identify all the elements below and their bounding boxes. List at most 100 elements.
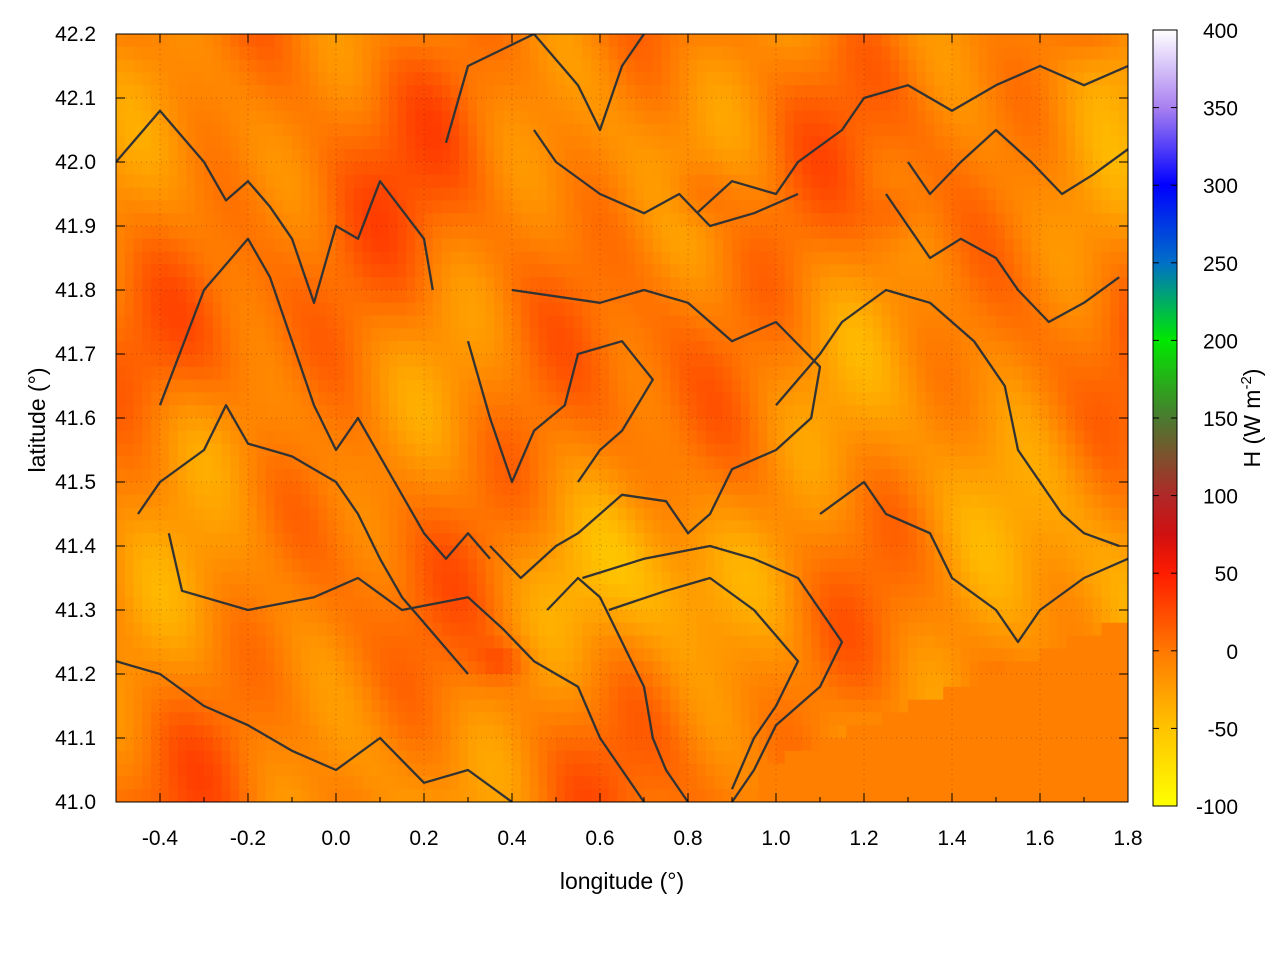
heatmap-cell xyxy=(679,366,689,381)
heatmap-cell xyxy=(899,98,909,112)
heatmap-cell xyxy=(987,443,997,457)
heatmap-cell xyxy=(133,546,143,560)
heatmap-cell xyxy=(1057,226,1067,240)
heatmap-cell xyxy=(388,59,399,73)
heatmap-cell xyxy=(617,418,627,432)
heatmap-cell xyxy=(960,277,971,291)
heatmap-cell xyxy=(1110,59,1120,73)
heatmap-cell xyxy=(820,328,830,342)
heatmap-cell xyxy=(195,302,205,317)
heatmap-cell xyxy=(1066,571,1076,585)
heatmap-cell xyxy=(600,546,610,560)
heatmap-cell xyxy=(1040,456,1050,470)
heatmap-cell xyxy=(793,238,803,253)
heatmap-cell xyxy=(274,546,284,560)
heatmap-cell xyxy=(344,290,355,304)
heatmap-cell xyxy=(362,366,372,381)
heatmap-cell xyxy=(556,520,566,534)
heatmap-cell xyxy=(424,34,434,48)
heatmap-cell xyxy=(855,328,865,342)
heatmap-cell xyxy=(450,226,460,240)
heatmap-cell xyxy=(828,456,839,470)
heatmap-cell xyxy=(1084,302,1094,317)
heatmap-cell xyxy=(547,226,557,240)
heatmap-cell xyxy=(1048,443,1059,457)
heatmap-cell xyxy=(485,200,495,214)
heatmap-cell xyxy=(1013,98,1023,112)
heatmap-cell xyxy=(556,226,566,240)
heatmap-cell xyxy=(705,392,715,406)
heatmap-cell xyxy=(388,174,399,189)
heatmap-cell xyxy=(679,341,689,355)
heatmap-cell xyxy=(468,277,478,291)
heatmap-cell xyxy=(600,251,610,265)
heatmap-cell xyxy=(820,302,830,317)
heatmap-cell xyxy=(582,200,592,214)
heatmap-cell xyxy=(1110,277,1120,291)
heatmap-cell xyxy=(529,264,539,278)
heatmap-cell xyxy=(591,482,601,496)
heatmap-cell xyxy=(133,136,143,150)
heatmap-cell xyxy=(274,558,284,573)
heatmap-cell xyxy=(943,277,953,291)
heatmap-cell xyxy=(943,72,953,86)
heatmap-cell xyxy=(608,162,619,176)
heatmap-cell xyxy=(1057,315,1067,329)
heatmap-cell xyxy=(371,315,381,329)
heatmap-cell xyxy=(1031,34,1041,48)
heatmap-cell xyxy=(177,430,187,445)
heatmap-cell xyxy=(1092,315,1103,329)
heatmap-cell xyxy=(1004,418,1015,432)
heatmap-cell xyxy=(960,558,971,573)
heatmap-cell xyxy=(652,392,663,406)
heatmap-cell xyxy=(899,162,909,176)
heatmap-cell xyxy=(265,264,275,278)
heatmap-cell xyxy=(520,571,531,585)
heatmap-cell xyxy=(1048,226,1059,240)
heatmap-cell xyxy=(890,328,900,342)
heatmap-cell xyxy=(397,443,407,457)
heatmap-cell xyxy=(476,264,487,278)
heatmap-cell xyxy=(908,238,918,253)
heatmap-cell xyxy=(212,520,223,534)
heatmap-cell xyxy=(116,405,126,419)
heatmap-cell xyxy=(142,379,152,393)
heatmap-cell xyxy=(1092,328,1103,342)
heatmap-cell xyxy=(221,469,231,483)
heatmap-cell xyxy=(881,98,891,112)
heatmap-cell xyxy=(1092,46,1103,61)
heatmap-cell xyxy=(1031,162,1041,176)
heatmap-cell xyxy=(670,46,680,61)
heatmap-cell xyxy=(353,546,363,560)
heatmap-cell xyxy=(784,59,795,73)
heatmap-cell xyxy=(1004,507,1015,521)
heatmap-cell xyxy=(952,302,962,317)
heatmap-cell xyxy=(424,430,434,445)
heatmap-cell xyxy=(529,315,539,329)
heatmap-cell xyxy=(855,46,865,61)
heatmap-cell xyxy=(635,315,645,329)
heatmap-cell xyxy=(1101,213,1111,227)
heatmap-cell xyxy=(529,456,539,470)
heatmap-cell xyxy=(855,110,865,125)
heatmap-cell xyxy=(221,302,231,317)
heatmap-cell xyxy=(230,34,240,48)
heatmap-cell xyxy=(168,238,179,253)
heatmap-cell xyxy=(564,418,575,432)
heatmap-cell xyxy=(696,174,707,189)
heatmap-cell xyxy=(925,482,935,496)
heatmap-cell xyxy=(723,174,733,189)
heatmap-cell xyxy=(969,123,979,137)
heatmap-cell xyxy=(1110,72,1120,86)
heatmap-cell xyxy=(124,328,135,342)
heatmap-cell xyxy=(388,123,399,137)
heatmap-cell xyxy=(327,149,337,163)
heatmap-cell xyxy=(529,238,539,253)
heatmap-cell xyxy=(309,430,319,445)
heatmap-cell xyxy=(195,290,205,304)
heatmap-cell xyxy=(1057,366,1067,381)
heatmap-cell xyxy=(380,110,390,125)
heatmap-cell xyxy=(960,251,971,265)
heatmap-cell xyxy=(212,430,223,445)
heatmap-cell xyxy=(168,162,179,176)
